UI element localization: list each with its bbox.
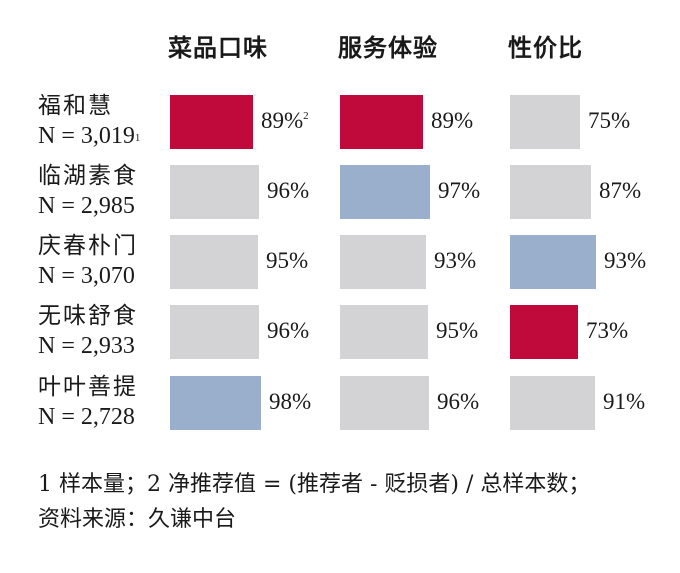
bar [510,235,596,289]
row-sample-size: N = 3,070 [38,263,135,289]
row-label: 福和慧 N = 3,0191 [38,91,140,151]
row-name: 叶叶善提 [38,374,138,400]
data-label: 73% [586,318,629,343]
data-label: 96% [437,389,480,414]
data-label: 89%2 [261,108,309,133]
data-label: 93% [604,248,647,273]
row-name: 福和慧 [38,93,113,119]
column-header-value: 性价比 [508,34,583,62]
row-sample-size: N = 2,933 [38,333,135,359]
bar [510,376,595,430]
row-label: 临湖素食 N = 2,985 [38,161,138,221]
row-label: 庆春朴门 N = 3,070 [38,231,138,291]
bar [170,165,259,219]
bar [510,95,580,149]
bar [340,235,426,289]
data-label: 91% [603,389,646,414]
bar [170,376,261,430]
bar [170,235,258,289]
bar [170,305,259,359]
data-label: 75% [588,108,631,133]
bar [340,305,428,359]
data-label: 89% [431,108,474,133]
data-label: 95% [266,248,309,273]
row-label: 无味舒食 N = 2,933 [38,301,138,361]
row-sample-size: N = 2,728 [38,404,135,430]
bar [340,376,429,430]
column-header-service: 服务体验 [338,34,438,62]
data-label: 95% [436,318,479,343]
bar [510,305,578,359]
footnote: 1 样本量；2 净推荐值 = (推荐者 - 贬损者) / 总样本数； [38,472,591,497]
data-label: 96% [267,178,310,203]
row-name: 无味舒食 [38,303,138,329]
footnote-marker: 1 [134,132,141,144]
row-name: 临湖素食 [38,163,138,189]
bar [510,165,591,219]
data-label: 96% [267,318,310,343]
data-label: 87% [599,178,642,203]
data-label: 98% [269,389,312,414]
bar [170,95,253,149]
data-label: 97% [438,178,481,203]
data-label: 93% [434,248,477,273]
source-note: 资料来源：久谦中台 [38,507,237,532]
row-sample-size: N = 2,985 [38,193,135,219]
row-name: 庆春朴门 [38,233,138,259]
bar [340,95,423,149]
row-sample-size: N = 3,0191 [38,123,141,149]
bar [340,165,430,219]
row-label: 叶叶善提 N = 2,728 [38,372,138,432]
column-header-taste: 菜品口味 [168,34,268,62]
footnote-marker: 2 [303,110,309,122]
